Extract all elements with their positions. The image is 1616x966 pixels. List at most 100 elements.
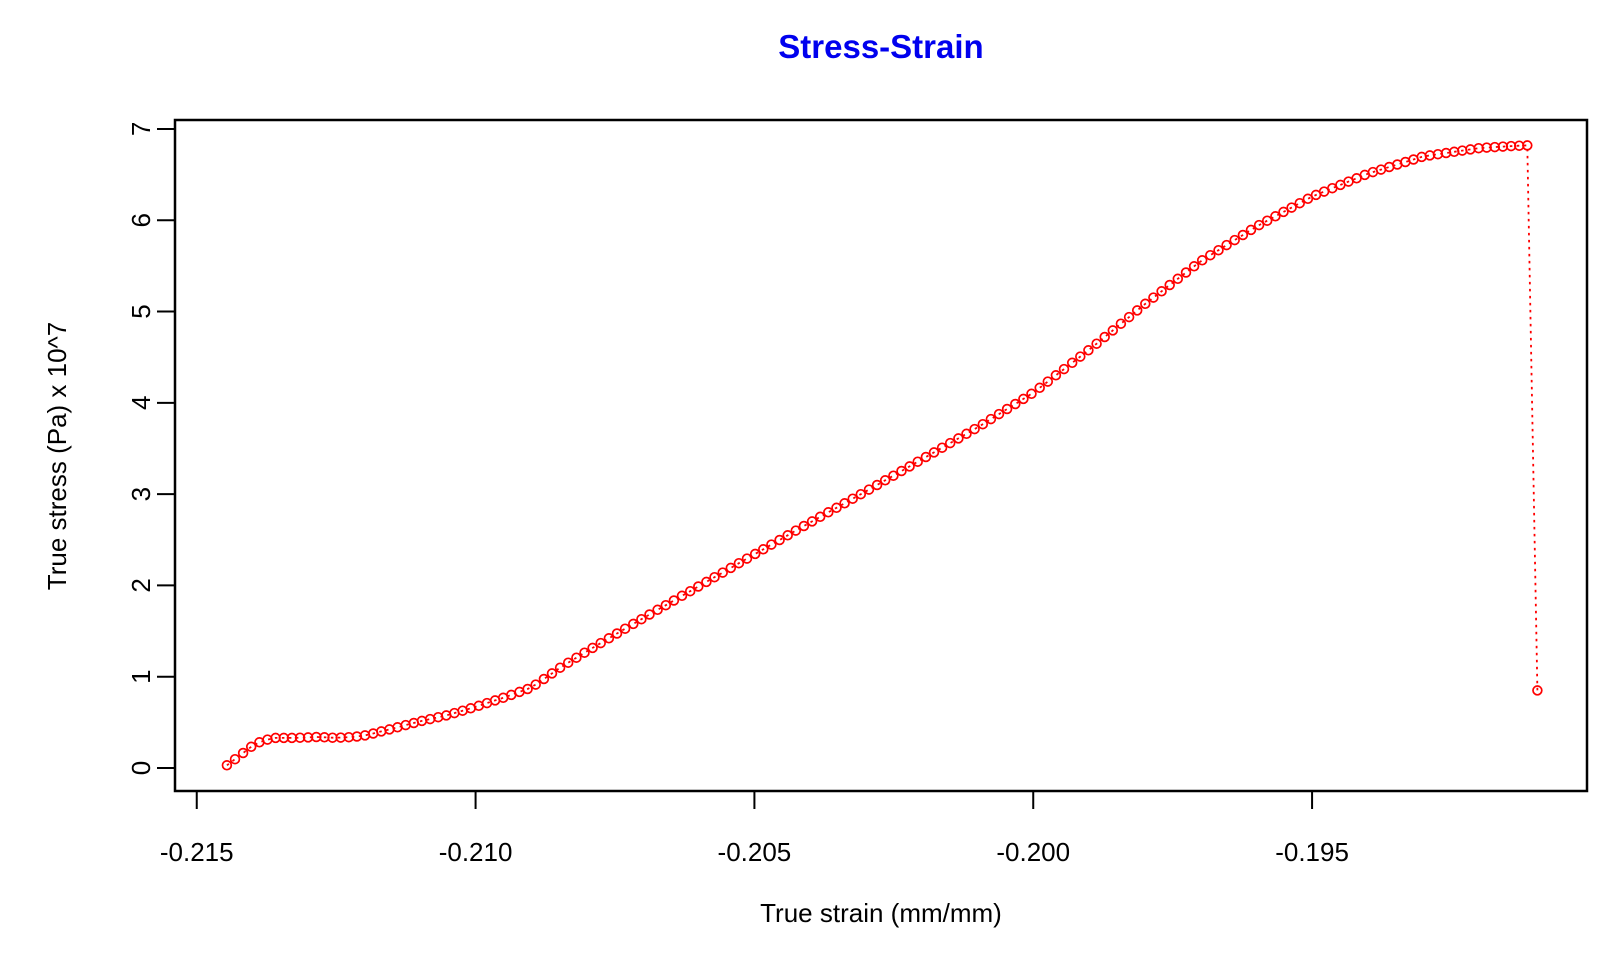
data-point-marker [1034,382,1045,394]
series-connector-line [226,144,1539,767]
data-point-marker [1294,197,1305,209]
data-point-marker [766,539,777,550]
data-point-marker [1196,255,1208,266]
data-point-marker [993,408,1005,420]
data-point-marker [1522,140,1533,151]
data-point-marker [1245,224,1257,236]
data-point-marker [595,637,606,649]
data-point-marker [741,553,753,564]
data-point-marker [920,451,932,463]
data-point-marker [871,479,883,491]
data-point-marker [636,613,647,625]
data-point-marker [888,470,899,481]
y-tick-label: 1 [126,669,156,683]
data-point-marker [969,423,980,435]
plot-box [173,118,1589,793]
data-point-marker [863,484,875,495]
data-series [221,140,1543,771]
data-point-marker [237,747,249,759]
data-point-marker [603,633,615,644]
data-point-marker [774,534,785,546]
data-point-marker [571,652,582,663]
data-point-marker [896,465,907,477]
data-point-marker [814,511,826,523]
data-point-marker [1156,286,1167,297]
data-point-marker [912,456,923,467]
data-point-marker [823,507,834,518]
data-point-marker [1083,345,1094,356]
data-point-marker [1026,388,1037,400]
data-point-marker [977,418,989,430]
y-tick-label: 5 [126,304,156,318]
data-point-marker [1172,273,1184,285]
data-point-marker [644,609,655,620]
y-axis-label: True stress (Pa) x 10^7 [42,322,72,590]
data-point-marker [628,618,639,630]
data-point-marker [229,753,241,765]
data-point-marker [1270,211,1281,222]
data-point-marker [1123,311,1135,323]
plot-frame [173,118,1589,793]
data-point-marker [538,673,550,685]
x-tick-label: -0.215 [160,837,234,867]
data-point-marker [1042,376,1054,387]
y-axis-ticks: 0 1 2 3 4 5 6 7 [126,122,175,775]
data-point-marker [1131,305,1143,316]
data-point-marker [1221,239,1232,251]
data-point-marker [855,488,867,500]
data-point-marker [1075,351,1086,362]
data-point-marker [1115,318,1127,329]
data-point-marker [985,413,997,425]
data-point-marker [928,447,940,458]
data-point-marker [782,530,793,541]
data-point-marker [1237,229,1249,241]
data-point-marker [806,516,818,527]
data-point-marker [1302,193,1314,205]
data-point-marker [1107,325,1119,336]
data-point-marker [1286,202,1297,213]
data-point-marker [562,657,574,668]
data-point-marker [660,599,672,611]
data-point-marker [725,562,737,574]
x-axis-ticks: -0.215 -0.210 -0.205 -0.200 -0.195 [160,791,1349,867]
data-point-marker [1001,403,1013,415]
data-point-marker [944,437,956,449]
data-point-marker [676,590,688,602]
data-point-marker [1205,249,1216,261]
data-point-marker [749,548,761,560]
data-point-marker [953,433,964,444]
data-point-marker [1278,206,1289,218]
data-point-marker [587,642,598,654]
data-point-marker [936,442,948,453]
data-point-marker [1099,331,1110,343]
data-point-marker [1253,219,1265,231]
data-point-marker [839,498,850,509]
y-tick-label: 0 [126,761,156,775]
data-point-marker [652,604,663,616]
data-point-marker [554,662,566,673]
data-point-marker [701,576,712,588]
data-point-marker [1148,292,1159,303]
data-point-marker [611,628,623,639]
data-point-marker [1010,398,1021,410]
data-point-marker [798,520,810,532]
data-point-marker [709,571,720,583]
data-point-marker [1213,244,1224,256]
data-point-marker [522,683,533,695]
data-point-marker [684,585,696,597]
data-point-marker [790,525,802,536]
data-point-marker [579,647,590,658]
data-point-marker [904,461,915,472]
y-tick-label: 7 [126,122,156,136]
data-point-marker [758,544,769,555]
data-point-marker [1188,261,1200,272]
data-point-marker [1261,215,1273,226]
x-tick-label: -0.195 [1275,837,1349,867]
chart-title: Stress-Strain [778,28,983,65]
data-point-marker [693,581,704,592]
data-point-marker [245,741,257,753]
data-point-marker [879,475,891,486]
data-point-marker [717,567,728,578]
data-point-marker [831,502,842,514]
x-axis-label: True strain (mm/mm) [760,898,1002,928]
